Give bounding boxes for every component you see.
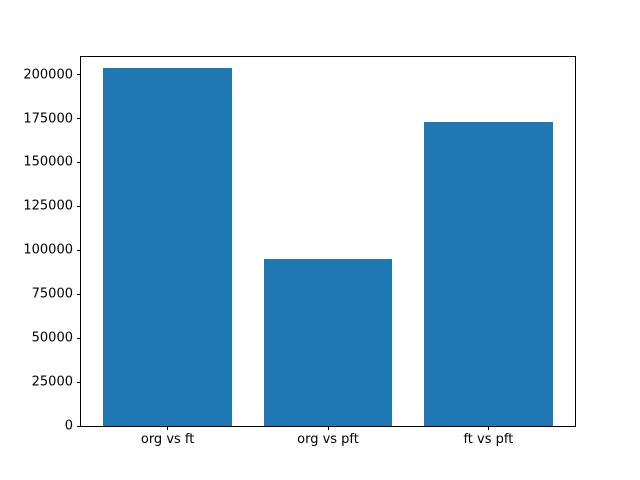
y-tick-mark [77, 74, 81, 76]
bar-3 [424, 122, 553, 426]
x-tick-mark [327, 426, 329, 430]
x-tick-label: org vs pft [297, 432, 359, 447]
bar-2 [263, 259, 393, 426]
y-tick-label: 25000 [31, 374, 73, 390]
y-tick-label: 50000 [31, 330, 73, 346]
y-tick-label: 175000 [23, 111, 73, 126]
y-tick-label: 125000 [23, 198, 73, 214]
y-tick-mark [77, 118, 81, 119]
x-tick-label: ft vs pft [463, 432, 514, 447]
y-tick-label: 200000 [23, 67, 73, 83]
y-tick-label: 150000 [23, 154, 73, 170]
y-tick-mark [77, 161, 81, 163]
y-tick-mark [77, 293, 81, 295]
x-tick-label: org vs ft [140, 432, 195, 447]
y-tick-label: 100000 [23, 242, 73, 258]
y-tick-mark [77, 205, 81, 207]
y-tick-label: 75000 [31, 286, 73, 302]
x-tick-mark [167, 426, 169, 430]
y-tick-mark [77, 249, 81, 251]
x-tick-mark [487, 426, 489, 430]
y-tick-mark [77, 425, 81, 427]
y-tick-mark [77, 381, 81, 383]
plot-area: org vs ft org vs pft ft vs pft 0 25000 50000 7… [23, 56, 576, 446]
y-tick-mark [77, 337, 81, 339]
y-tick-label: 0 [64, 418, 73, 434]
bar-1 [103, 67, 232, 426]
